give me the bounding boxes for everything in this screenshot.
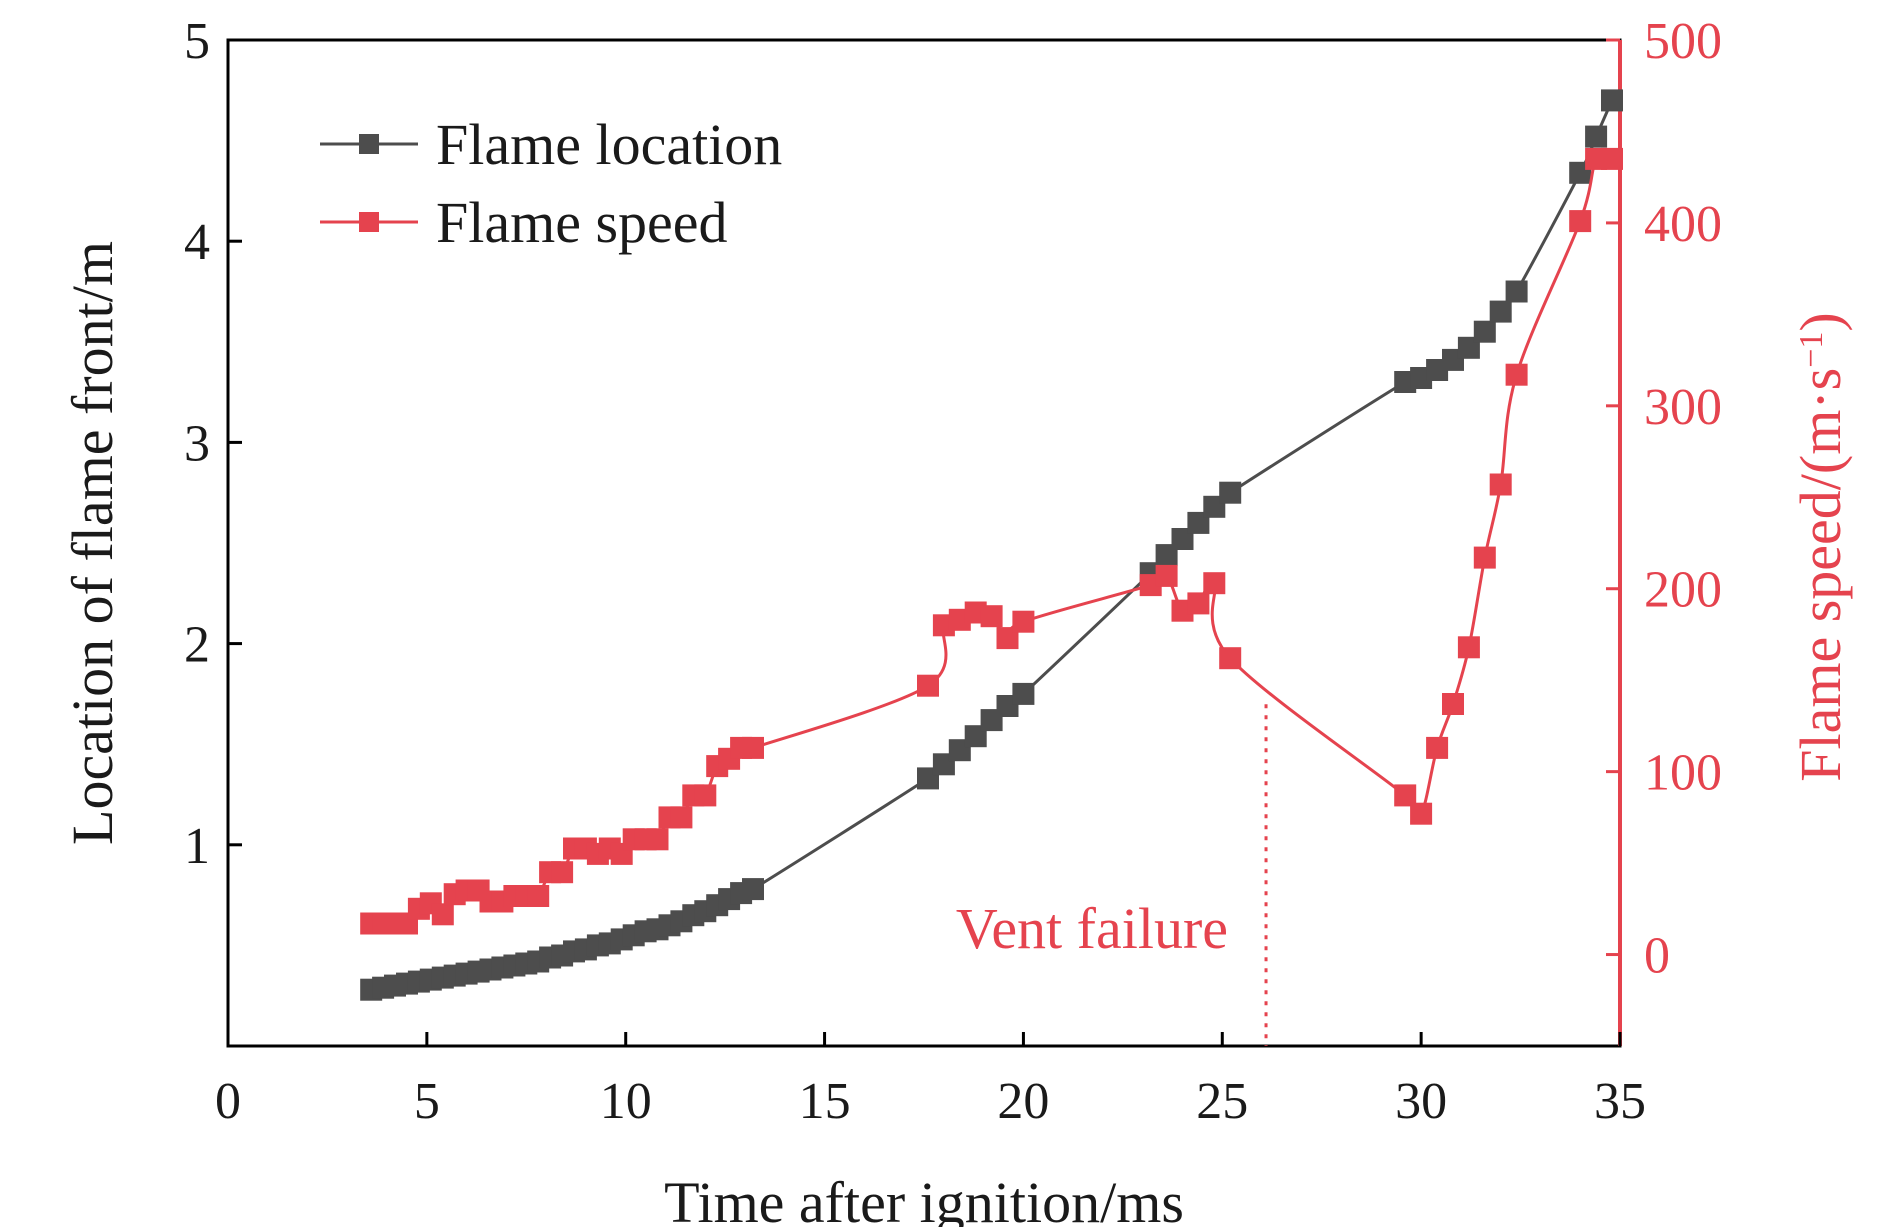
data-point (1601, 147, 1623, 170)
data-point (694, 784, 717, 807)
left-y-tick-label: 3 (184, 415, 210, 472)
data-point (742, 736, 764, 759)
data-point (1489, 300, 1512, 323)
legend-marker-speed (359, 212, 379, 232)
data-point (551, 861, 574, 884)
data-point (1505, 363, 1528, 386)
vent-failure-label: Vent failure (956, 896, 1228, 961)
data-point (1569, 210, 1592, 233)
data-point (1601, 89, 1623, 112)
data-point (527, 885, 550, 907)
data-point (742, 878, 764, 901)
series-flame-speed (360, 147, 1623, 935)
x-axis-title: Time after ignition/ms (664, 1170, 1184, 1227)
data-point (646, 828, 669, 851)
data-point (1219, 647, 1242, 670)
left-y-tick-label: 5 (184, 13, 210, 70)
right-y-axis-title-sup: −1 (1793, 332, 1830, 368)
legend-label-location: Flame location (436, 112, 782, 177)
data-point (1012, 610, 1035, 633)
series-flame-location (360, 89, 1623, 1001)
right-y-tick-label: 0 (1644, 928, 1670, 985)
left-y-tick-label: 2 (184, 617, 210, 674)
data-point (1489, 473, 1512, 496)
data-point (1187, 592, 1210, 615)
x-tick-label: 10 (600, 1073, 652, 1130)
data-point (1473, 320, 1496, 343)
data-point (1442, 693, 1464, 715)
right-y-tick-label: 100 (1644, 745, 1722, 802)
series-layer (360, 89, 1623, 1001)
legend-marker-location (359, 134, 379, 154)
data-point (1473, 546, 1496, 569)
data-point (1203, 572, 1226, 595)
plot-area (226, 38, 1622, 1048)
data-point (1410, 802, 1433, 825)
right-y-tick-label: 500 (1644, 13, 1722, 70)
x-tick-label: 20 (997, 1073, 1049, 1130)
left-y-axis: 1 2 3 4 5 (184, 13, 242, 875)
x-tick-label: 15 (799, 1073, 851, 1130)
x-tick-label: 0 (215, 1073, 241, 1130)
annotation-layer: Vent failure (956, 704, 1268, 1046)
data-point (1012, 682, 1035, 705)
right-y-axis: 0 100 200 300 400 500 (1606, 13, 1722, 985)
legend-label-speed: Flame speed (436, 190, 728, 255)
right-y-axis-title-close: ) (1788, 312, 1853, 331)
left-y-tick-label: 1 (184, 818, 210, 875)
x-axis: 0 5 10 15 20 25 30 35 (215, 1032, 1646, 1130)
right-y-tick-label: 300 (1644, 379, 1722, 436)
x-tick-label: 30 (1395, 1073, 1447, 1130)
x-tick-label: 25 (1196, 1073, 1248, 1130)
data-point (1155, 564, 1178, 587)
right-y-tick-label: 400 (1644, 196, 1722, 253)
right-y-axis-title: Flame speed/(m·s−1) (1788, 312, 1853, 781)
data-point (1457, 636, 1480, 659)
data-point (1219, 481, 1242, 504)
data-point (431, 903, 454, 926)
x-tick-label: 35 (1594, 1073, 1646, 1130)
data-point (1394, 784, 1417, 807)
data-point (1505, 280, 1528, 303)
right-y-tick-label: 200 (1644, 562, 1722, 619)
data-point (980, 605, 1003, 628)
data-point (670, 806, 693, 829)
right-y-axis-title-main: Flame speed/(m·s (1788, 368, 1853, 782)
x-tick-label: 5 (414, 1073, 440, 1130)
data-point (1585, 125, 1608, 148)
left-y-axis-title: Location of flame front/m (60, 241, 125, 845)
data-point (1426, 736, 1449, 759)
legend: Flame location Flame speed (320, 112, 782, 255)
left-y-tick-label: 4 (184, 214, 210, 271)
data-point (917, 674, 939, 697)
